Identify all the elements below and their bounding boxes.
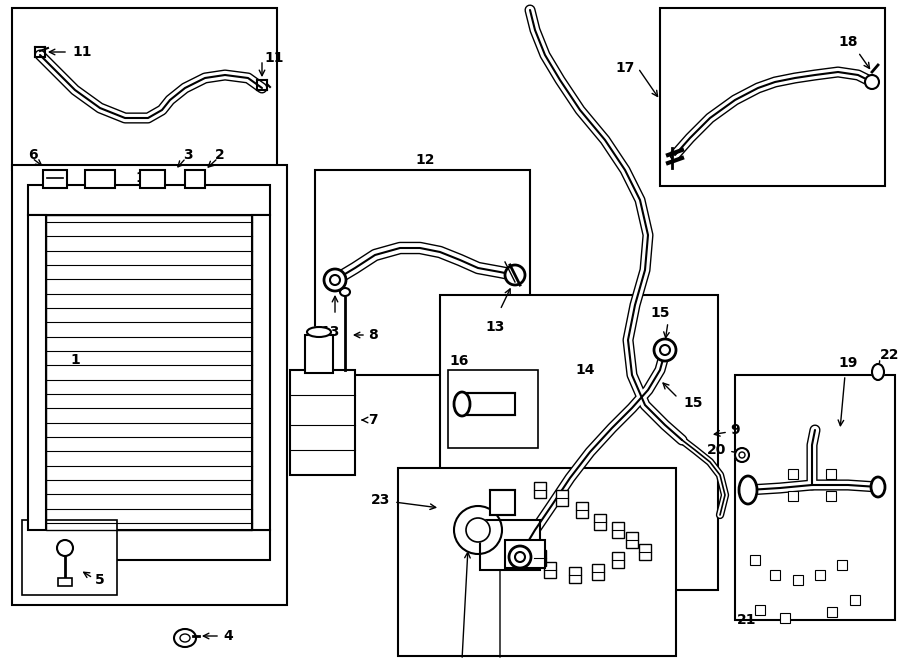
Ellipse shape bbox=[509, 546, 531, 568]
Bar bbox=[612, 522, 624, 538]
Bar bbox=[252, 215, 270, 530]
Text: 16: 16 bbox=[449, 354, 468, 368]
Ellipse shape bbox=[324, 269, 346, 291]
Ellipse shape bbox=[871, 477, 885, 497]
Text: 18: 18 bbox=[838, 35, 858, 49]
Bar bbox=[185, 170, 205, 188]
Bar bbox=[569, 567, 581, 583]
Bar bbox=[544, 562, 556, 578]
Ellipse shape bbox=[865, 75, 879, 89]
Bar bbox=[755, 605, 765, 615]
Text: 9: 9 bbox=[730, 423, 740, 437]
Bar bbox=[480, 520, 540, 570]
Bar bbox=[592, 564, 604, 580]
Bar bbox=[22, 520, 117, 595]
Bar bbox=[626, 532, 638, 548]
Bar bbox=[140, 170, 165, 188]
Bar bbox=[534, 550, 546, 566]
Bar bbox=[770, 570, 780, 580]
Text: 15: 15 bbox=[683, 396, 703, 410]
Text: 17: 17 bbox=[616, 61, 635, 75]
Bar bbox=[460, 393, 480, 415]
Text: 6: 6 bbox=[28, 148, 38, 162]
Bar bbox=[750, 555, 760, 565]
Bar bbox=[28, 185, 270, 215]
Text: 11: 11 bbox=[264, 51, 284, 65]
Text: 11: 11 bbox=[72, 45, 92, 59]
Bar bbox=[12, 8, 277, 170]
Text: 19: 19 bbox=[838, 356, 858, 370]
Bar bbox=[793, 575, 803, 585]
Ellipse shape bbox=[505, 265, 525, 285]
Text: 2: 2 bbox=[215, 148, 225, 162]
Text: 15: 15 bbox=[650, 306, 670, 320]
Bar bbox=[448, 370, 538, 448]
Text: 20: 20 bbox=[706, 443, 726, 457]
Bar bbox=[556, 490, 568, 506]
Text: 3: 3 bbox=[184, 148, 193, 162]
Ellipse shape bbox=[739, 452, 745, 458]
Bar bbox=[534, 482, 546, 498]
Text: 14: 14 bbox=[575, 363, 595, 377]
Ellipse shape bbox=[57, 540, 73, 556]
Ellipse shape bbox=[330, 275, 340, 285]
Bar bbox=[827, 607, 837, 617]
Ellipse shape bbox=[872, 364, 884, 380]
Bar bbox=[315, 170, 530, 375]
Bar bbox=[788, 491, 798, 501]
Text: 5: 5 bbox=[95, 573, 104, 587]
Text: 4: 4 bbox=[223, 629, 233, 643]
Text: 23: 23 bbox=[371, 493, 390, 507]
Ellipse shape bbox=[654, 339, 676, 361]
Text: 1: 1 bbox=[70, 353, 80, 367]
Ellipse shape bbox=[340, 288, 350, 296]
Ellipse shape bbox=[660, 345, 670, 355]
Bar bbox=[58, 578, 72, 586]
Ellipse shape bbox=[454, 392, 470, 416]
Bar bbox=[594, 514, 606, 530]
Bar bbox=[826, 469, 836, 479]
Bar bbox=[46, 215, 252, 530]
Text: 12: 12 bbox=[415, 153, 435, 167]
Bar bbox=[639, 544, 651, 560]
Bar bbox=[12, 165, 287, 605]
Ellipse shape bbox=[174, 629, 196, 647]
Bar bbox=[490, 490, 515, 515]
Text: 22: 22 bbox=[880, 348, 899, 362]
Ellipse shape bbox=[454, 506, 502, 554]
Ellipse shape bbox=[466, 518, 490, 542]
Bar bbox=[28, 530, 270, 560]
Bar bbox=[788, 469, 798, 479]
Ellipse shape bbox=[735, 448, 749, 462]
Text: 13: 13 bbox=[320, 325, 339, 339]
Bar bbox=[505, 540, 545, 568]
Bar bbox=[290, 370, 355, 475]
Ellipse shape bbox=[739, 476, 757, 504]
Bar bbox=[612, 552, 624, 568]
Bar bbox=[826, 491, 836, 501]
Bar bbox=[43, 170, 67, 188]
Bar bbox=[305, 335, 333, 373]
Bar bbox=[850, 595, 860, 605]
Bar bbox=[28, 215, 46, 530]
Bar bbox=[780, 613, 790, 623]
Bar bbox=[815, 570, 825, 580]
Bar bbox=[440, 295, 718, 590]
Bar bbox=[660, 8, 885, 186]
Text: 7: 7 bbox=[368, 413, 378, 427]
Bar bbox=[837, 560, 847, 570]
Text: 21: 21 bbox=[737, 613, 757, 627]
Ellipse shape bbox=[515, 552, 525, 562]
Ellipse shape bbox=[180, 634, 190, 642]
Bar bbox=[85, 170, 115, 188]
Bar bbox=[576, 502, 588, 518]
Ellipse shape bbox=[307, 327, 331, 337]
Text: 13: 13 bbox=[485, 320, 505, 334]
Bar bbox=[460, 393, 515, 415]
Bar bbox=[735, 375, 895, 620]
Bar bbox=[398, 468, 676, 656]
Text: 10: 10 bbox=[135, 171, 155, 185]
Text: 8: 8 bbox=[368, 328, 378, 342]
